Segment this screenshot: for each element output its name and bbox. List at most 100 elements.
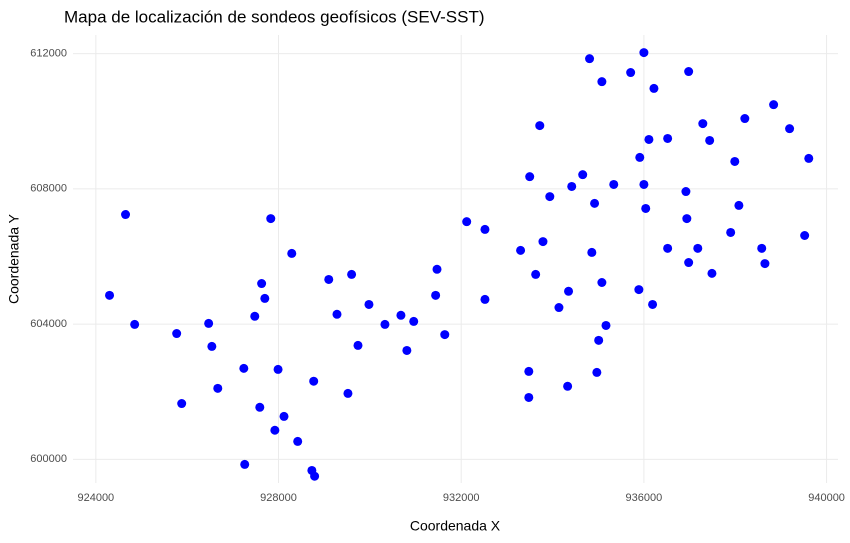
point [531, 269, 541, 279]
x-tick-label: 928000 [260, 492, 297, 504]
point [287, 248, 297, 258]
point [431, 290, 441, 300]
point [172, 329, 182, 339]
point [207, 341, 217, 351]
x-axis-title: Coordenada X [410, 518, 501, 534]
point [380, 319, 390, 329]
point [641, 203, 651, 213]
point [663, 133, 673, 143]
point [266, 214, 276, 224]
point [609, 179, 619, 189]
point [705, 135, 715, 145]
point [121, 210, 131, 220]
point [239, 363, 249, 373]
point [462, 217, 472, 227]
point [682, 214, 692, 224]
point [564, 286, 574, 296]
point [480, 224, 490, 234]
point [726, 227, 736, 237]
point [639, 48, 649, 58]
point [440, 330, 450, 340]
point [693, 243, 703, 253]
point [800, 231, 810, 241]
point [343, 388, 353, 398]
point [698, 119, 708, 129]
y-axis-title: Coordenada Y [6, 213, 22, 304]
point [130, 319, 140, 329]
point [402, 345, 412, 355]
y-tick-label: 604000 [30, 318, 67, 330]
point [409, 316, 419, 326]
point [587, 247, 597, 257]
x-tick-label: 940000 [808, 492, 845, 504]
point [324, 274, 334, 284]
point [649, 83, 659, 93]
point [396, 310, 406, 320]
point [740, 114, 750, 124]
point [578, 170, 588, 180]
point [525, 172, 535, 182]
point [250, 311, 260, 321]
point [204, 318, 214, 328]
x-tick-label: 932000 [443, 492, 480, 504]
point [273, 364, 283, 374]
point [648, 299, 658, 309]
point [734, 200, 744, 210]
point [684, 67, 694, 77]
point [524, 392, 534, 402]
point [240, 459, 250, 469]
y-tick-label: 612000 [30, 48, 67, 60]
point [626, 68, 636, 78]
point [730, 156, 740, 166]
point [255, 402, 265, 412]
point [432, 264, 442, 274]
point [105, 290, 115, 300]
point [310, 471, 320, 481]
point [563, 381, 573, 391]
y-tick-label: 608000 [30, 183, 67, 195]
x-tick-label: 924000 [77, 492, 114, 504]
point [538, 237, 548, 247]
point [760, 259, 770, 269]
point [545, 192, 555, 202]
point [567, 181, 577, 191]
point [554, 303, 564, 313]
point [364, 299, 374, 309]
point [597, 277, 607, 287]
point [590, 198, 600, 208]
point [663, 243, 673, 253]
point [332, 309, 342, 319]
point [684, 258, 694, 268]
point [634, 285, 644, 295]
point [804, 153, 814, 163]
x-tick-label: 936000 [626, 492, 663, 504]
point [707, 268, 717, 278]
point [257, 279, 267, 289]
point [535, 121, 545, 131]
point [597, 77, 607, 87]
point [347, 269, 357, 279]
point [601, 320, 611, 330]
point [769, 100, 779, 110]
point [639, 179, 649, 189]
chart-title: Mapa de localización de sondeos geofísic… [64, 7, 485, 26]
point [585, 54, 595, 64]
point [785, 124, 795, 134]
point [681, 187, 691, 197]
point [177, 399, 187, 409]
point [644, 134, 654, 144]
point [279, 411, 289, 421]
point [635, 152, 645, 162]
point [353, 340, 363, 350]
point [213, 383, 223, 393]
point [592, 367, 602, 377]
point [524, 366, 534, 376]
point [480, 294, 490, 304]
point [293, 436, 303, 446]
point [516, 245, 526, 255]
point [309, 376, 319, 386]
point [260, 293, 270, 303]
point [757, 243, 767, 253]
y-tick-label: 600000 [30, 453, 67, 465]
